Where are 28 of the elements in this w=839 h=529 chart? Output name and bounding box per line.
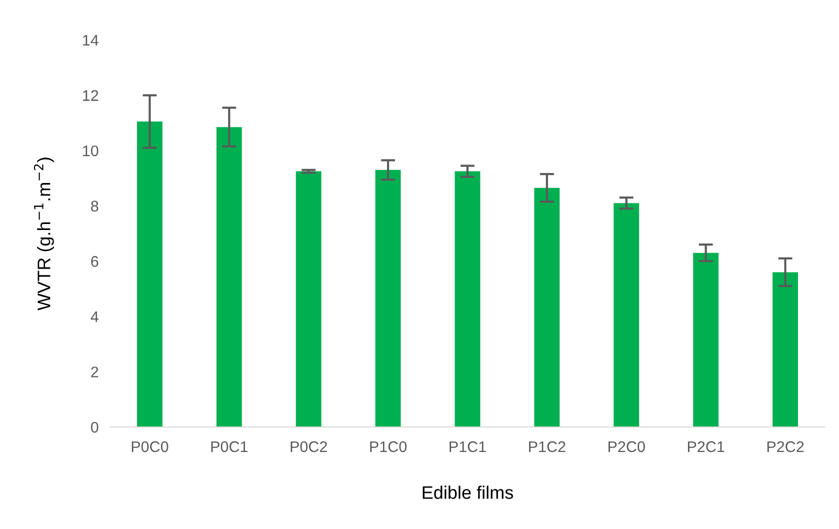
x-axis-title: Edible films <box>422 486 514 499</box>
bar <box>216 127 242 427</box>
x-tick-label: P0C0 <box>132 441 168 452</box>
y-tick-label: 6 <box>91 256 98 267</box>
x-tick-label: P1C2 <box>529 441 566 452</box>
y-tick-label: 8 <box>91 200 98 212</box>
bar <box>454 171 480 427</box>
y-tick-label: 0 <box>90 422 98 433</box>
bar <box>693 252 719 427</box>
x-tick-label: P1C0 <box>370 441 407 452</box>
x-tick-label: P2C0 <box>608 441 645 452</box>
bar <box>534 188 560 427</box>
bar <box>296 171 322 427</box>
x-tick-label: P1C1 <box>450 441 486 452</box>
x-tick-label: P0C2 <box>290 441 327 452</box>
y-tick-label: 14 <box>83 35 98 46</box>
bar <box>137 122 162 427</box>
y-axis-title: WVTR (g.h$^{−1}$.m$^{−2}$) <box>34 158 54 310</box>
y-tick-label: 4 <box>90 311 98 322</box>
bar <box>614 203 640 427</box>
y-tick-label: 12 <box>83 90 98 101</box>
bar <box>772 272 798 427</box>
x-tick-label: P2C1 <box>688 441 724 452</box>
bar <box>375 170 401 427</box>
x-tick-label: P0C1 <box>211 441 248 452</box>
x-tick-label: P2C2 <box>767 441 804 452</box>
y-tick-label: 2 <box>91 366 98 378</box>
y-tick-label: 10 <box>83 145 98 156</box>
